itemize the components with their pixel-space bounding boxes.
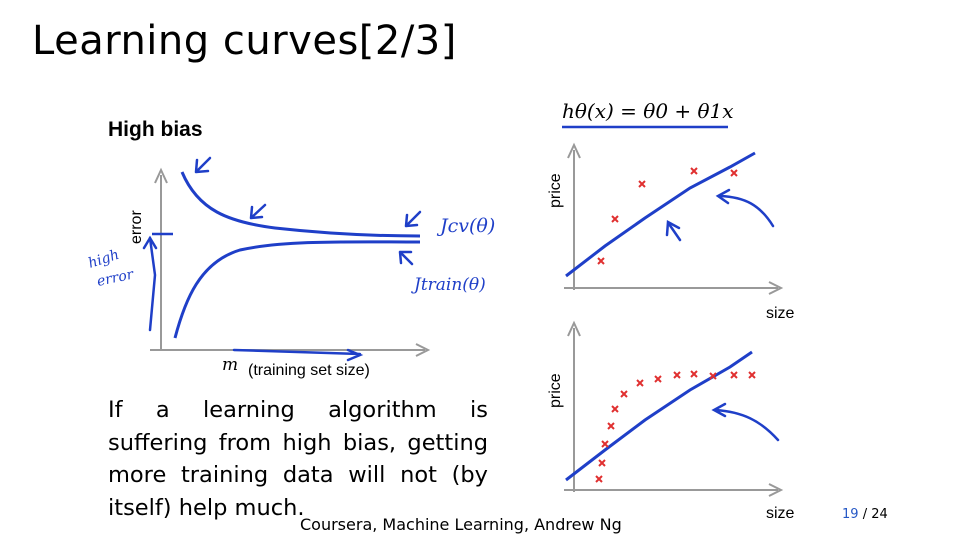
bottom-data-points (595, 370, 756, 483)
high-error-note-line2: error (96, 266, 137, 290)
page-total: / 24 (862, 507, 888, 522)
slide-title: Learning curves[2/3] (32, 18, 457, 64)
bottom-fit-line (565, 350, 753, 482)
high-bias-heading: High bias (108, 118, 203, 141)
training-set-size-label: (training set size) (248, 362, 370, 379)
bottom-handwritten-arrow (711, 402, 780, 442)
jtrain-annotation: Jtrain(θ) (411, 275, 486, 295)
hypothesis-equation: hθ(x) = θ0 + θ1x (562, 99, 734, 123)
left-axes (150, 167, 431, 357)
top-price-label: price (547, 173, 564, 208)
error-axis-label: error (128, 210, 145, 244)
high-error-note-line1: high (86, 247, 121, 272)
handwritten-arrows (142, 156, 422, 362)
explanation-paragraph: If a learning algorithm is suffering fro… (108, 397, 488, 521)
page-number: 19 / 24 (842, 507, 888, 522)
top-data-points (597, 167, 738, 265)
top-axes (564, 142, 784, 295)
jtrain-curve (173, 240, 421, 339)
jcv-curve (180, 171, 421, 238)
top-size-label: size (766, 305, 795, 322)
m-symbol: m (222, 355, 238, 375)
jcv-annotation: Jcv(θ) (436, 215, 495, 237)
bottom-price-label: price (547, 373, 564, 408)
bottom-axes (564, 320, 784, 497)
bottom-size-label: size (766, 505, 795, 522)
top-fit-line (565, 151, 756, 278)
top-handwritten-arrows (665, 188, 775, 242)
footer-credit: Coursera, Machine Learning, Andrew Ng (300, 515, 622, 534)
page-current: 19 (842, 507, 859, 522)
